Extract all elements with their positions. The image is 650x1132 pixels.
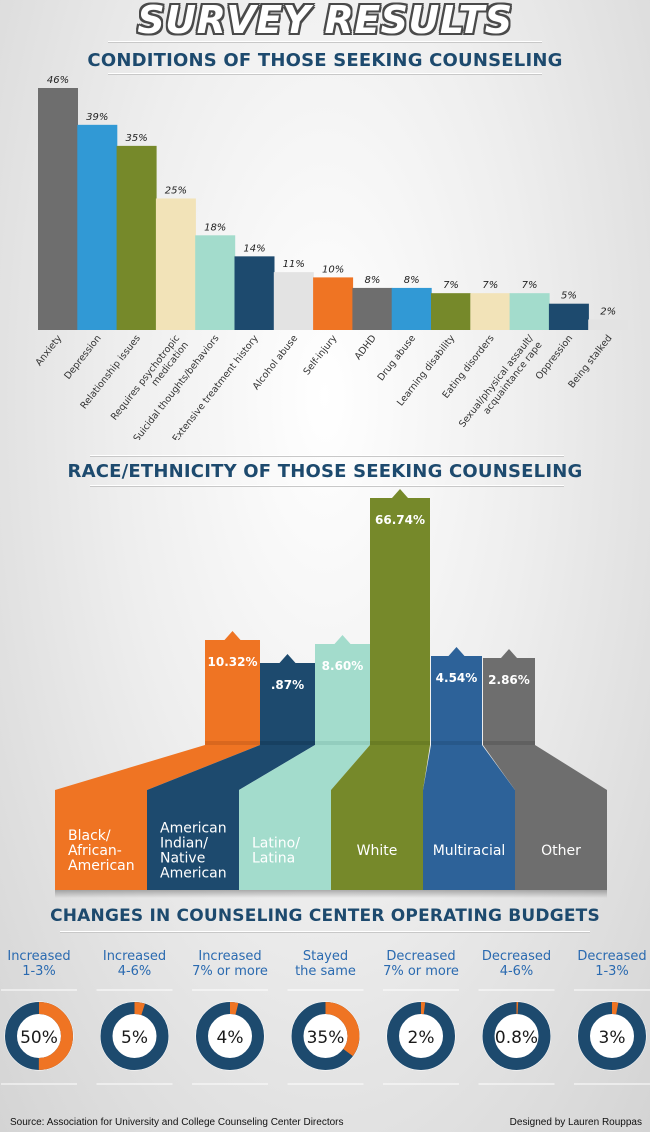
budget-category-label: Increased 1-3% [7,949,70,979]
condition-bar [391,287,432,330]
condition-value-label: 7% [522,280,538,291]
race-value-label: .87% [271,678,304,692]
budgets-chart-title: CHANGES IN COUNSELING CENTER OPERATING B… [50,906,600,926]
budget-donut-slice [578,1002,646,1070]
race-ribbon-fold [205,741,260,745]
condition-bar [313,277,354,330]
condition-value-label: 7% [482,280,498,291]
race-category-label: Black/African-American [68,828,135,874]
race-category-label: American Indian/Native American [160,821,227,882]
budgets-title-rule [60,931,590,932]
condition-value-label: 25% [165,185,187,196]
title-rule-top [108,41,542,42]
race-ribbon [147,663,315,890]
race-ribbon-fold [260,741,315,745]
condition-bar [431,293,471,330]
race-value-label: 8.60% [322,659,364,673]
condition-value-label: 11% [283,259,305,270]
race-ribbon [483,658,607,890]
race-value-label: 4.54% [436,671,478,685]
condition-bar [470,293,511,330]
budget-category-label: Increased 7% or more [192,949,268,979]
race-ribbon-fold [370,741,430,745]
condition-bar [352,287,393,330]
race-arrow-tip [501,649,517,658]
budget-value-label: 50% [20,1028,58,1048]
footer-source: Source: Association for University and C… [10,1117,344,1128]
condition-bar [38,88,78,330]
budget-value-label: 2% [408,1028,435,1048]
race-category-label: Latino/Latina [252,836,300,867]
race-category-label: Multiracial [433,843,506,859]
budget-category-label: Stayed the same [295,949,356,979]
condition-value-label: 7% [443,280,459,291]
race-ribbon [331,498,430,890]
race-value-label: 10.32% [208,655,258,669]
budget-category-label: Decreased 7% or more [383,949,459,979]
race-arrow-tip [448,647,465,656]
race-ribbon [423,656,515,890]
condition-bar [234,256,275,330]
race-ribbon-fold [483,741,535,745]
race-category-label: Other [541,843,581,859]
race-value-label: 2.86% [488,673,530,687]
race-ribbon [239,644,370,890]
condition-value-label: 8% [404,275,420,286]
budget-donut-slice [196,1002,264,1070]
race-arrow-tip [279,654,296,663]
condition-value-label: 46% [47,75,69,86]
condition-bar [77,124,118,331]
condition-value-label: 10% [322,264,344,275]
race-chart-title: RACE/ETHNICITY OF THOSE SEEKING COUNSELI… [67,461,583,482]
race-value-label: 66.74% [375,513,425,527]
condition-value-label: 8% [364,275,380,286]
race-title-rule [90,485,564,486]
conditions-title-rule [108,73,542,74]
budget-value-label: 0.8% [495,1028,538,1048]
race-ribbon-fold [431,741,482,745]
condition-value-label: 14% [243,243,265,254]
race-arrow-tip [392,489,408,498]
budget-category-label: Decreased 4-6% [482,949,551,979]
race-arrow-tip [334,635,351,644]
race-category-label: White [357,843,398,859]
condition-bar [588,319,629,330]
budget-donut-slice [100,1002,169,1070]
condition-value-label: 35% [125,133,147,144]
race-ribbon-fold [315,741,370,745]
condition-value-label: 5% [561,291,577,302]
footer-credit: Designed by Lauren Rouppas [509,1117,642,1128]
condition-bar [548,303,589,330]
budget-donut-slice [387,1002,455,1070]
budget-donut-slice [291,1002,360,1070]
condition-value-label: 18% [204,222,226,233]
condition-bar [195,235,236,330]
race-ethnicity-chart: 10.32% Black/African-American .87% American… [55,489,607,898]
budget-value-label: 5% [121,1028,148,1048]
budget-category-label: Increased 4-6% [103,949,166,979]
condition-bar [155,198,196,330]
budget-value-label: 35% [307,1028,345,1048]
condition-bar [509,293,550,330]
budget-donut-slice [482,1002,551,1070]
condition-bar [273,272,314,330]
page-title: SURVEY RESULTS [137,0,513,42]
budget-donut-slice [5,1002,73,1070]
race-ribbon [55,640,260,890]
condition-value-label: 2% [600,306,616,317]
budget-value-label: 4% [217,1028,244,1048]
conditions-chart-title: CONDITIONS OF THOSE SEEKING COUNSELING [87,50,563,71]
condition-bar [116,145,157,330]
condition-value-label: 39% [86,112,108,123]
budget-category-label: Decreased 1-3% [577,949,646,979]
race-arrow-tip [224,631,241,640]
budget-value-label: 3% [599,1028,626,1048]
race-title-rule-top [90,455,564,456]
